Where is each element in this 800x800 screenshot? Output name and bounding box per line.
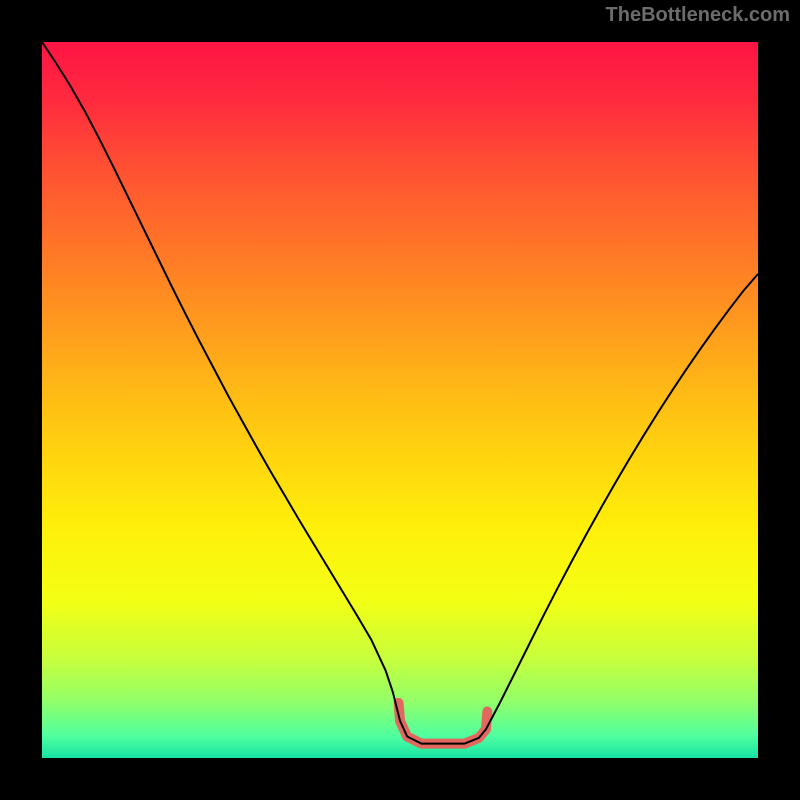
bottleneck-chart: TheBottleneck.com: [0, 0, 800, 800]
chart-background-gradient: [42, 42, 758, 758]
chart-svg: [0, 0, 800, 800]
